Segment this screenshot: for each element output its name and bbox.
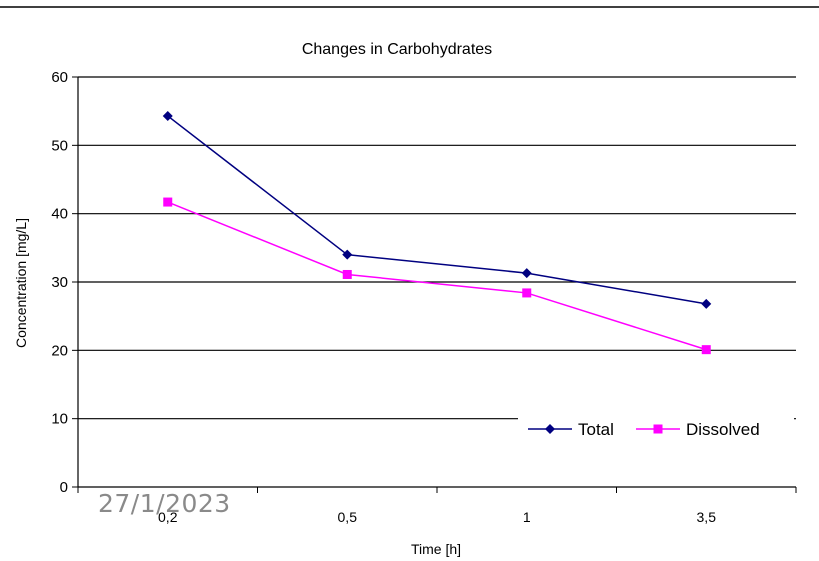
x-tick-label: 0,5 — [338, 509, 358, 525]
x-tick-label: 3,5 — [697, 509, 717, 525]
gridlines — [78, 76, 796, 420]
y-tick-label: 40 — [51, 206, 68, 223]
legend-marker-total — [545, 424, 555, 434]
x-axis-label: Time [h] — [411, 541, 461, 557]
data-point-dissolved — [701, 345, 711, 355]
legend: Total Dissolved — [518, 413, 794, 443]
x-tick-label: 1 — [523, 509, 531, 525]
legend-marker-dissolved — [653, 424, 663, 434]
x-tick-labels: 0,2 0,5 1 3,5 — [158, 509, 716, 525]
y-tick-label: 20 — [51, 342, 68, 359]
data-point-total — [342, 249, 353, 260]
y-tick-label: 60 — [51, 69, 68, 86]
y-axis-label: Concentration [mg/L] — [13, 218, 29, 348]
y-tick-label: 50 — [51, 137, 68, 154]
data-point-total — [162, 110, 173, 121]
date-stamp: 27/1/2023 — [98, 489, 231, 518]
axes — [72, 76, 797, 493]
data-point-dissolved — [163, 197, 173, 207]
legend-label-dissolved: Dissolved — [686, 420, 760, 439]
series-group — [162, 110, 712, 355]
y-tick-labels: 0 10 20 30 40 50 60 — [51, 69, 68, 496]
chart-title: Changes in Carbohydrates — [302, 41, 492, 58]
data-point-dissolved — [342, 269, 352, 279]
x-tick-label: 0,2 — [158, 509, 178, 525]
y-tick-label: 30 — [51, 274, 68, 291]
data-point-dissolved — [522, 288, 532, 298]
series-line-dissolved — [167, 201, 707, 351]
data-point-total — [701, 298, 712, 309]
series-line-total — [167, 115, 707, 305]
y-tick-label: 0 — [60, 479, 68, 496]
data-point-total — [521, 268, 532, 279]
y-tick-label: 10 — [51, 411, 68, 428]
legend-label-total: Total — [578, 420, 614, 439]
